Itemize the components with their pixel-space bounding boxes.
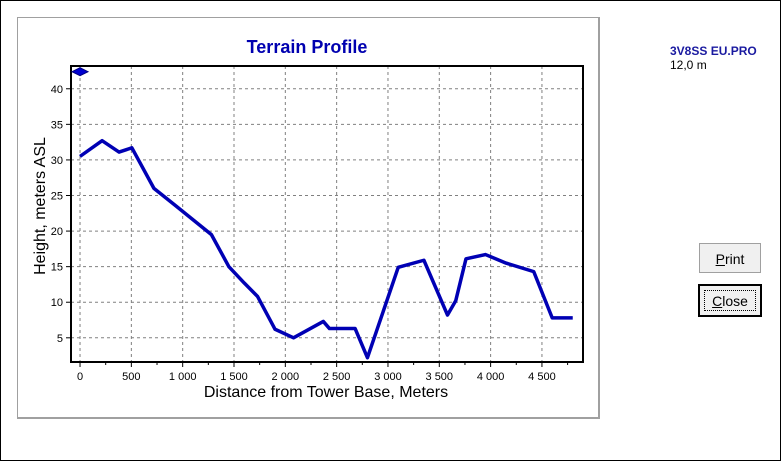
- focus-rect: Close: [704, 290, 756, 311]
- y-axis-label: Height, meters ASL: [32, 137, 49, 275]
- x-tick-label: 3 000: [374, 371, 402, 383]
- y-tick-label: 20: [51, 226, 63, 238]
- x-axis-label: Distance from Tower Base, Meters: [204, 384, 448, 401]
- x-tick-label: 1 500: [220, 371, 248, 383]
- y-tick-label: 10: [51, 297, 63, 309]
- chart-title: Terrain Profile: [247, 37, 368, 57]
- antenna-height: 12,0 m: [670, 58, 707, 72]
- x-tick-label: 0: [77, 371, 83, 383]
- terrain-line: [79, 138, 573, 360]
- chart-panel: Terrain Profile 0 500 1 000 1 500 2 000 2 500…: [17, 17, 600, 419]
- y-tick-label: 5: [57, 333, 63, 345]
- x-tick-label: 500: [122, 371, 140, 383]
- y-tick-label: 30: [51, 155, 63, 167]
- y-tick-label: 25: [51, 191, 63, 203]
- antenna-info: 3V8SS EU.PRO 12,0 m: [670, 44, 757, 72]
- close-label: lose: [722, 293, 748, 309]
- print-button[interactable]: Print: [699, 243, 761, 273]
- plot-area: [70, 65, 584, 363]
- print-label: rint: [724, 251, 745, 267]
- grid: [71, 66, 583, 362]
- close-mnemonic: C: [712, 293, 723, 309]
- x-tick-label: 4 500: [528, 371, 556, 383]
- tower-marker-icon: [70, 67, 90, 77]
- y-tick-label: 15: [51, 262, 63, 274]
- print-mnemonic: P: [715, 251, 725, 267]
- x-tick-label: 1 000: [169, 371, 197, 383]
- x-tick-label: 2 000: [272, 371, 300, 383]
- close-button[interactable]: Close: [698, 284, 762, 317]
- x-tick-label: 2 500: [323, 371, 351, 383]
- x-tick-label: 4 000: [477, 371, 505, 383]
- y-tick-label: 40: [51, 84, 63, 96]
- antenna-name: 3V8SS EU.PRO: [670, 44, 757, 58]
- x-tick-label: 3 500: [426, 371, 454, 383]
- y-tick-label: 35: [51, 119, 63, 131]
- terrain-profile-chart: Terrain Profile 0 500 1 000 1 500 2 000 2 500…: [32, 37, 584, 401]
